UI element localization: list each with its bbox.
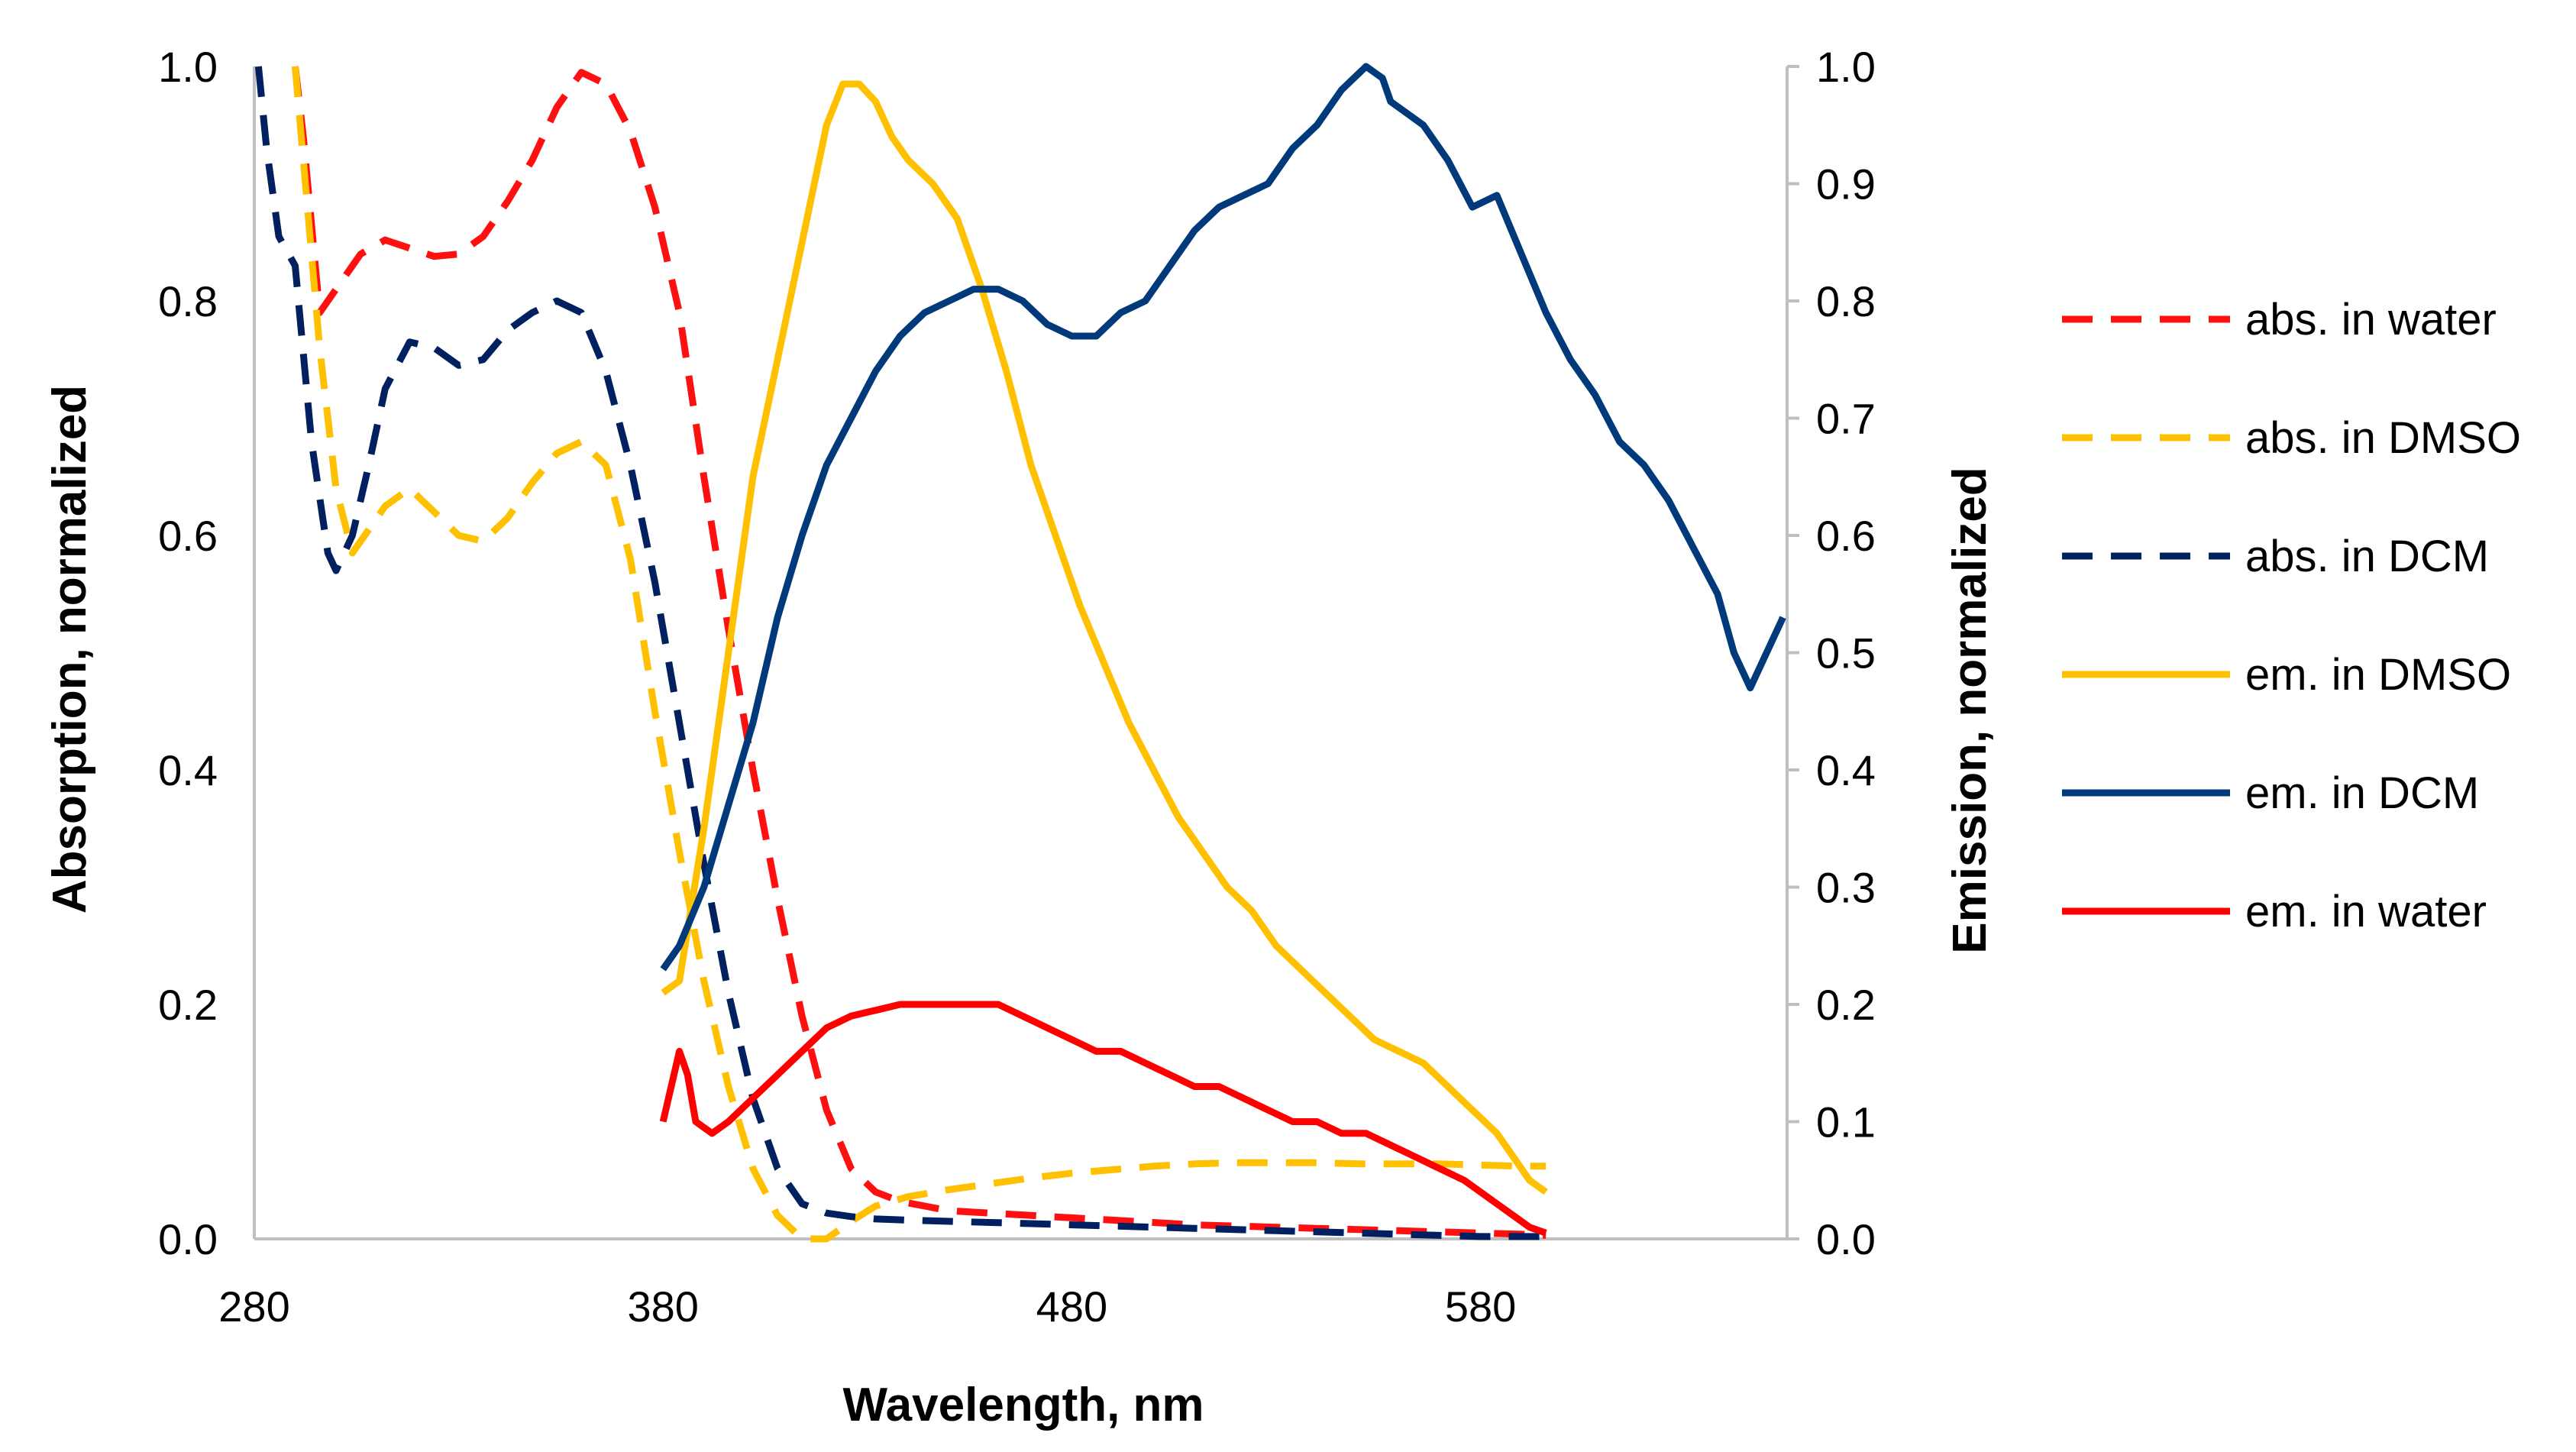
y2-tick-label: 0.3: [1816, 864, 1876, 912]
y2-tick-label: 0.6: [1816, 512, 1876, 560]
y-tick-label: 0.0: [158, 1215, 218, 1263]
legend-label: em. in DMSO: [2245, 650, 2511, 700]
x-tick-label: 280: [218, 1282, 289, 1331]
axes: [253, 65, 1799, 1240]
y2-tick-label: 1.0: [1816, 43, 1876, 91]
y-tick-label: 0.8: [158, 277, 218, 325]
legend-label: abs. in DCM: [2245, 532, 2489, 581]
x-tick-label: 580: [1445, 1282, 1516, 1331]
y2-tick-label: 0.1: [1816, 1098, 1876, 1146]
y-tick-label: 0.4: [158, 746, 218, 794]
series-line-abs-in-dmso: [292, 66, 1547, 1243]
legend: abs. in water abs. in DMSO abs. in DCM em. …: [2062, 295, 2521, 936]
x-tick-label: 380: [627, 1282, 698, 1331]
tick-labels: 0.0 0.2 0.4 0.6 0.8 1.0 0.0 0.1 0.2 0.3 0.4 0.5 0.6 0…: [158, 43, 1876, 1331]
y-tick-label: 0.2: [158, 981, 218, 1029]
series-line-em-in-dmso: [661, 80, 1548, 1195]
x-tick-label: 480: [1036, 1282, 1107, 1331]
y2-tick-label: 0.0: [1816, 1215, 1876, 1263]
y-tick-label: 1.0: [158, 43, 218, 91]
y-tick-label: 0.6: [158, 512, 218, 560]
series-line-abs-in-dcm: [254, 66, 1547, 1240]
y2-tick-label: 0.8: [1816, 277, 1876, 325]
y2-tick-label: 0.5: [1816, 629, 1876, 677]
legend-label: em. in DCM: [2245, 768, 2479, 818]
legend-label: abs. in DMSO: [2245, 413, 2521, 463]
y2-tick-label: 0.2: [1816, 981, 1876, 1029]
y2-axis-title: Emission, normalized: [1944, 467, 1996, 953]
series-lines: [254, 63, 1786, 1243]
y2-tick-label: 0.4: [1816, 746, 1876, 794]
y-axis-title: Absorption, normalized: [44, 385, 96, 914]
series-line-em-in-dcm: [660, 63, 1786, 972]
y2-tick-label: 0.9: [1816, 160, 1876, 209]
series-line-em-in-water: [659, 1001, 1547, 1237]
series-line-abs-in-water: [292, 66, 1547, 1239]
x-axis-title: Wavelength, nm: [842, 1379, 1204, 1431]
y2-tick-label: 0.7: [1816, 395, 1876, 443]
legend-label: em. in water: [2245, 887, 2487, 936]
legend-label: abs. in water: [2245, 295, 2497, 344]
